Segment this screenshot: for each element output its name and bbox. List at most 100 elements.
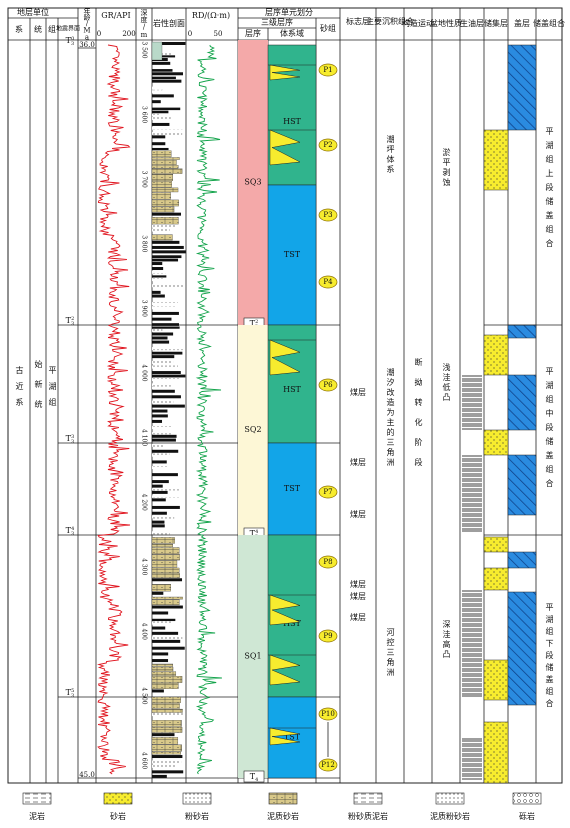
label: SQ1 xyxy=(244,652,261,661)
lith-mud xyxy=(152,86,164,90)
lith-mud xyxy=(152,122,170,126)
lith-sand xyxy=(151,537,175,544)
label: 砂组 xyxy=(320,23,336,33)
lith-mud xyxy=(152,72,184,76)
vertical-label: 淤平剥蚀 xyxy=(442,147,451,188)
lith-mud xyxy=(152,414,168,418)
label: 36.0 xyxy=(79,41,95,49)
label: P1 xyxy=(323,66,332,74)
gr-curve xyxy=(97,44,131,775)
label: P2 xyxy=(323,141,332,149)
sand-wedge xyxy=(269,654,301,686)
lith-mud xyxy=(152,42,186,45)
depth-label: 3 900 xyxy=(141,300,148,317)
seal xyxy=(507,454,537,516)
lith-mud xyxy=(152,443,164,447)
label: RD/(Ω·m) xyxy=(192,11,230,20)
depth-label: 3 500 xyxy=(141,41,148,58)
legend-swatch xyxy=(435,792,465,805)
lith-sand xyxy=(151,663,174,667)
depth-label: 3 700 xyxy=(141,171,148,188)
lith-mud xyxy=(152,733,175,737)
lith-sand xyxy=(151,192,171,200)
label: 地层单位 xyxy=(17,7,49,17)
label: P10 xyxy=(321,710,335,718)
lith-mud xyxy=(152,652,169,656)
sand-badge xyxy=(318,758,338,772)
vertical-label: 断拗转化阶段 xyxy=(414,357,423,478)
label: 储集层 xyxy=(484,18,508,28)
lith-sand xyxy=(151,160,177,165)
lith-sand xyxy=(151,554,180,561)
label: 储盖组合 xyxy=(533,18,565,28)
lith-mud xyxy=(152,432,172,435)
label: 0 xyxy=(97,30,101,38)
label: 200 xyxy=(122,30,135,38)
lith-sand xyxy=(151,187,179,193)
vertical-label: 潮坪体系 xyxy=(386,134,395,175)
vertical-label: 平湖组上段储盖组合 xyxy=(545,127,554,253)
lith-mud xyxy=(152,473,178,477)
lith-sand xyxy=(151,720,182,727)
surface-sub: 3 xyxy=(71,439,74,445)
sand-badge xyxy=(318,63,338,77)
sand-badge xyxy=(318,378,338,392)
sand-wedge xyxy=(269,64,301,81)
lith-mud xyxy=(152,113,162,117)
legend-label: 泥质砂岩 xyxy=(267,811,299,821)
label: HST xyxy=(283,619,301,628)
label: 0 xyxy=(188,30,192,38)
lith-sand xyxy=(151,737,179,745)
vertical-label: 平湖组中段储盖组合 xyxy=(545,367,554,493)
surface-sub: 3 xyxy=(71,321,74,327)
label: GR/API xyxy=(101,11,130,20)
label: 生油层 xyxy=(460,18,484,28)
vertical-label: 潮汐改造为主的三角洲 xyxy=(386,367,395,468)
lith-mud xyxy=(152,224,177,228)
lith-sand xyxy=(151,744,182,752)
label: 构造运动 xyxy=(402,18,434,28)
reservoir xyxy=(483,567,509,591)
lith-mud xyxy=(152,294,165,298)
reservoir xyxy=(483,334,509,376)
label: 煤层 xyxy=(350,579,366,589)
lith-mud xyxy=(152,495,181,498)
sand-badge xyxy=(318,208,338,222)
source-rock xyxy=(462,455,482,532)
lith-mud xyxy=(152,378,181,382)
sequence-fill xyxy=(238,40,268,325)
lith-mud xyxy=(152,409,168,413)
lith-mud xyxy=(152,760,182,764)
legend-label: 泥岩 xyxy=(29,811,45,821)
lith-sand xyxy=(151,174,174,181)
label: P4 xyxy=(323,278,333,286)
label: 煤层 xyxy=(350,387,366,397)
lith-mud xyxy=(152,90,163,94)
lith-mud xyxy=(152,449,179,453)
lith-mud xyxy=(152,365,178,369)
lith-sand xyxy=(151,547,180,554)
legend-swatch xyxy=(268,792,298,805)
lith-sand xyxy=(151,560,178,568)
lith-mud xyxy=(152,466,168,470)
surface-name: T xyxy=(66,526,72,535)
label: SQ2 xyxy=(244,425,261,434)
surface-sup: 0 xyxy=(71,36,74,42)
depth-label: 3 600 xyxy=(141,106,148,123)
sand-badge xyxy=(318,629,338,643)
lith-mud xyxy=(152,434,177,438)
reservoir xyxy=(483,429,509,456)
label: 统 xyxy=(34,24,42,34)
seal xyxy=(507,324,537,339)
lith-mud xyxy=(152,400,174,404)
surface-sub: 3 xyxy=(71,41,74,47)
lith-mud xyxy=(152,626,166,630)
surface-name: T xyxy=(250,772,256,781)
lith-mud xyxy=(152,290,161,294)
source-rock xyxy=(462,375,482,430)
depth-label: 4 300 xyxy=(141,558,148,575)
header-seismic: 地震界面 xyxy=(56,25,80,33)
lith-mud xyxy=(152,531,170,535)
label: P6 xyxy=(323,381,333,389)
vertical-label: 始新统 xyxy=(34,359,43,420)
